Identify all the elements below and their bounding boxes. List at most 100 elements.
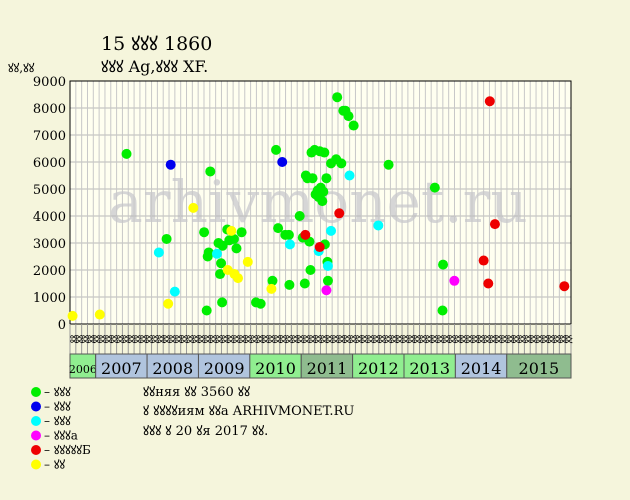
data-point — [326, 225, 337, 236]
y-axis-ticks: 0 1000 2000 3000 4000 5000 6000 7000 8000 9000 — [33, 75, 66, 333]
data-point — [343, 111, 354, 122]
x-tick-label: ꙋꙋ — [219, 335, 229, 344]
data-point — [559, 281, 570, 292]
data-point — [383, 159, 394, 170]
data-point — [94, 309, 105, 320]
data-point — [319, 147, 330, 158]
x-tick-label: ꙋꙋ — [399, 335, 409, 344]
x-tick-label: ꙋꙋ — [131, 335, 141, 344]
year-band — [454, 353, 508, 379]
y-tick-label: 3000 — [33, 237, 66, 252]
data-point — [322, 260, 333, 271]
x-tick-label: ꙋꙋ — [359, 335, 369, 344]
data-point — [284, 239, 295, 250]
x-tick-label: ꙋꙋ — [300, 335, 310, 344]
data-point — [165, 159, 176, 170]
x-tick-label: ꙋꙋ — [353, 335, 363, 344]
x-tick-label: ꙋꙋ — [487, 335, 497, 344]
x-tick-label: ꙋꙋ — [469, 335, 479, 344]
x-tick-label: ꙋꙋ — [365, 335, 375, 344]
data-point — [201, 305, 212, 316]
data-point — [266, 283, 277, 294]
data-point — [163, 298, 174, 309]
x-tick-label: ꙋꙋ — [213, 335, 223, 344]
legend-marker — [31, 430, 41, 441]
x-tick-label: ꙋꙋ — [464, 335, 474, 344]
x-tick-label: ꙋꙋ — [155, 335, 165, 344]
x-tick-label: ꙋꙋ — [347, 335, 357, 344]
x-tick-label: ꙋꙋ — [196, 335, 206, 344]
data-point — [373, 220, 384, 231]
x-tick-label: ꙋꙋ — [551, 335, 561, 344]
data-point — [299, 278, 310, 289]
x-tick-label: ꙋꙋ — [411, 335, 421, 344]
year-strip: 2006 2007 2008 2009 2010 2011 2012 2013 2014 2015 — [69, 353, 572, 379]
data-points — [67, 92, 570, 321]
x-tick-label: ꙋꙋ — [166, 335, 176, 344]
data-point — [336, 158, 347, 169]
data-point — [233, 273, 244, 284]
year-label: 2011 — [307, 359, 348, 378]
data-point — [277, 157, 288, 167]
x-tick-label: ꙋꙋ — [102, 335, 112, 344]
y-axis-unit: ꙋꙋ,ꙋꙋ — [8, 61, 35, 75]
data-point — [318, 186, 329, 197]
data-point — [169, 286, 180, 297]
x-tick-label: ꙋꙋ — [312, 335, 322, 344]
data-point — [255, 298, 266, 309]
data-point — [322, 275, 333, 286]
y-tick-label: 0 — [58, 318, 66, 333]
data-point — [348, 120, 359, 131]
x-tick-label: ꙋꙋ — [178, 335, 188, 344]
x-tick-label: ꙋꙋ — [283, 335, 293, 344]
data-point — [321, 173, 332, 184]
x-tick-label: ꙋꙋ — [417, 335, 427, 344]
year-label: 2007 — [101, 359, 142, 378]
data-point — [314, 242, 325, 253]
data-point — [300, 229, 311, 240]
year-band — [352, 353, 405, 379]
x-tick-label: ꙋꙋ — [184, 335, 194, 344]
year-label: 2010 — [255, 359, 296, 378]
x-tick-label: ꙋꙋ — [242, 335, 252, 344]
data-point — [231, 243, 242, 254]
x-tick-label: ꙋꙋ — [73, 335, 83, 344]
note-date: ꙋꙋꙋ ꙋ 20 ꙋя 2017 ꙋꙋ. — [143, 424, 268, 439]
x-tick-label: ꙋꙋ — [335, 335, 345, 344]
x-tick-label: ꙋꙋ — [458, 335, 468, 344]
data-point — [161, 233, 172, 244]
year-label: 2009 — [204, 359, 245, 378]
year-band — [95, 353, 148, 379]
x-tick-label: ꙋꙋ — [388, 335, 398, 344]
x-tick-label: ꙋꙋ — [446, 335, 456, 344]
x-tick-label: ꙋꙋ — [79, 335, 89, 344]
legend-label: – ꙋꙋꙋ — [44, 400, 71, 414]
x-tick-label: ꙋꙋ — [533, 335, 543, 344]
x-tick-label: ꙋꙋ — [341, 335, 351, 344]
data-point — [228, 233, 239, 244]
data-point — [317, 196, 328, 207]
x-axis-ticks: ꙋꙋꙋꙋꙋꙋꙋꙋꙋꙋꙋꙋꙋꙋꙋꙋꙋꙋꙋꙋꙋꙋꙋꙋꙋꙋꙋꙋꙋꙋꙋꙋꙋꙋꙋꙋꙋꙋꙋꙋ… — [67, 324, 573, 354]
x-tick-label: ꙋꙋ — [225, 335, 235, 344]
x-tick-label: ꙋꙋ — [429, 335, 439, 344]
x-tick-label: ꙋꙋ — [289, 335, 299, 344]
year-band — [146, 353, 199, 379]
data-point — [242, 256, 253, 267]
x-tick-label: ꙋꙋ — [108, 335, 118, 344]
y-tick-label: 2000 — [33, 264, 66, 279]
legend-marker — [31, 387, 41, 397]
chart-title: 15 ꙋꙋꙋ 1860 — [101, 33, 212, 55]
x-tick-label: ꙋꙋ — [405, 335, 415, 344]
data-point — [215, 269, 226, 280]
x-tick-label: ꙋꙋ — [126, 335, 136, 344]
data-point — [438, 259, 449, 270]
x-tick-label: ꙋꙋ — [254, 335, 264, 344]
x-tick-label: ꙋꙋ — [97, 335, 107, 344]
legend-label: – ꙋꙋꙋ — [44, 414, 71, 428]
data-point — [332, 92, 343, 103]
x-tick-label: ꙋꙋ — [563, 335, 573, 344]
x-tick-label: ꙋꙋ — [557, 335, 567, 344]
x-tick-label: ꙋꙋ — [452, 335, 462, 344]
data-point — [199, 227, 210, 238]
